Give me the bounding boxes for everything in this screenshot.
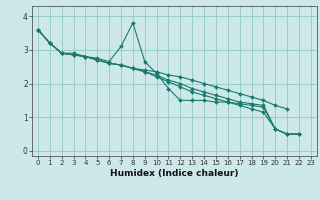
X-axis label: Humidex (Indice chaleur): Humidex (Indice chaleur) xyxy=(110,169,239,178)
